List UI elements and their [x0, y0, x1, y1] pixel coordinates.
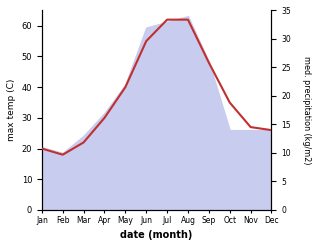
Y-axis label: max temp (C): max temp (C): [7, 79, 16, 141]
Y-axis label: med. precipitation (kg/m2): med. precipitation (kg/m2): [302, 56, 311, 165]
X-axis label: date (month): date (month): [121, 230, 193, 240]
